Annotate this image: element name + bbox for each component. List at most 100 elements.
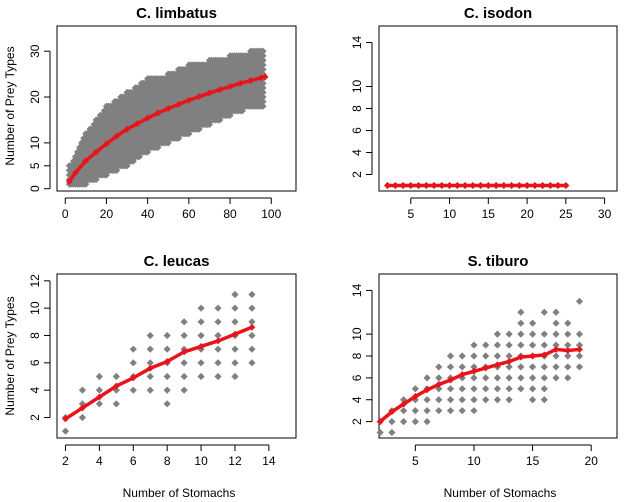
scatter-point: [552, 308, 560, 316]
scatter-point: [517, 319, 525, 327]
mean-point: [554, 182, 562, 189]
scatter-point: [163, 331, 171, 340]
scatter-point: [214, 345, 222, 353]
mean-point: [214, 337, 222, 345]
scatter-point: [411, 385, 419, 393]
x-tick-label: 60: [182, 207, 196, 221]
mean-point: [423, 386, 431, 394]
scatter-point: [146, 386, 154, 394]
scatter-point: [575, 341, 584, 349]
mean-point: [92, 148, 100, 156]
scatter-point: [180, 386, 188, 394]
x-tick-label: 40: [141, 207, 155, 221]
scatter-point: [423, 407, 431, 415]
mean-point: [505, 358, 513, 365]
scatter-point: [146, 345, 154, 353]
mean-point: [411, 393, 419, 400]
mean-curve-line: [63, 325, 254, 421]
scatter-point: [446, 385, 455, 393]
mean-point: [197, 343, 205, 350]
mean-point: [247, 77, 255, 84]
y-tick-label: 8: [28, 332, 42, 339]
mean-point: [458, 371, 466, 378]
scatter-point: [470, 374, 478, 382]
y-tick-label: 4: [28, 387, 42, 394]
scatter-point: [129, 386, 137, 394]
mean-curve-line: [378, 347, 582, 424]
scatter-point: [231, 318, 239, 326]
scatter-point: [575, 330, 584, 338]
mean-curve-points: [62, 323, 256, 423]
y-tick-label: 6: [28, 359, 42, 366]
mean-point: [523, 182, 531, 189]
scatter-point: [435, 407, 443, 415]
mean-point: [206, 89, 213, 97]
scatter-point: [61, 427, 70, 435]
scatter-point: [505, 385, 513, 393]
mean-point: [231, 330, 239, 338]
mean-point: [529, 352, 536, 360]
panel-title: S. tiburo: [468, 253, 529, 270]
scatter-point: [446, 363, 455, 371]
scatter-point: [540, 330, 548, 338]
scatter-point: [248, 290, 256, 299]
mean-point: [407, 182, 415, 189]
scatter-point: [197, 372, 205, 381]
scatter-point: [540, 341, 548, 349]
scatter-point: [435, 396, 443, 404]
scatter-point: [458, 352, 466, 360]
scatter-point: [528, 363, 537, 371]
scatter-point: [129, 345, 137, 353]
scatter-point: [388, 428, 396, 437]
scatter-point: [505, 396, 513, 404]
scatter-point: [400, 407, 408, 415]
scatter-point: [505, 330, 513, 338]
mean-point: [388, 408, 396, 416]
scatter-point: [78, 413, 87, 422]
scatter-point: [146, 372, 154, 381]
scatter-point: [259, 79, 267, 87]
scatter-point: [505, 374, 513, 382]
scatter-point: [180, 359, 188, 367]
y-tick-label: 2: [350, 171, 364, 178]
scatter-point: [259, 84, 267, 92]
x-axis: 5 10 15 20 25 30: [407, 197, 612, 221]
y-tick-label: 14: [350, 36, 364, 50]
x-axis: 5 10 15 20: [412, 444, 598, 468]
scatter-point: [146, 331, 154, 340]
scatter-point: [95, 372, 103, 381]
scatter-point: [552, 363, 560, 371]
scatter-point: [540, 374, 548, 382]
x-tick-label: 0: [62, 207, 69, 221]
scatter-point: [493, 341, 502, 349]
scatter-point: [564, 341, 572, 349]
scatter-point: [564, 319, 572, 327]
scatter-point: [95, 386, 103, 394]
scatter-point: [376, 428, 384, 437]
x-tick-label: 20: [520, 207, 534, 221]
x-tick-label: 14: [262, 454, 276, 468]
scatter-point: [259, 98, 267, 106]
scatter-point: [112, 400, 120, 408]
scatter-point: [163, 386, 171, 394]
scatter-point: [470, 363, 478, 371]
scatter-point: [248, 304, 256, 312]
scatter-point: [540, 308, 548, 316]
x-axis-label-right: Number of Stomachs: [444, 486, 557, 500]
scatter-point: [470, 385, 478, 393]
mean-point: [494, 361, 501, 369]
scatter-point: [505, 352, 513, 360]
mean-point: [399, 182, 407, 189]
mean-point: [79, 404, 86, 412]
y-axis: 2 4 6 8 10 14: [350, 36, 373, 178]
mean-point: [435, 381, 443, 388]
scatter-point: [435, 363, 443, 371]
scatter-point: [470, 407, 478, 415]
plot-frame: [56, 25, 297, 192]
mean-point: [391, 182, 399, 189]
x-tick-label: 2: [62, 454, 69, 468]
mean-point: [576, 346, 583, 353]
scatter-point: [458, 385, 466, 393]
x-tick-label: 10: [467, 454, 481, 468]
